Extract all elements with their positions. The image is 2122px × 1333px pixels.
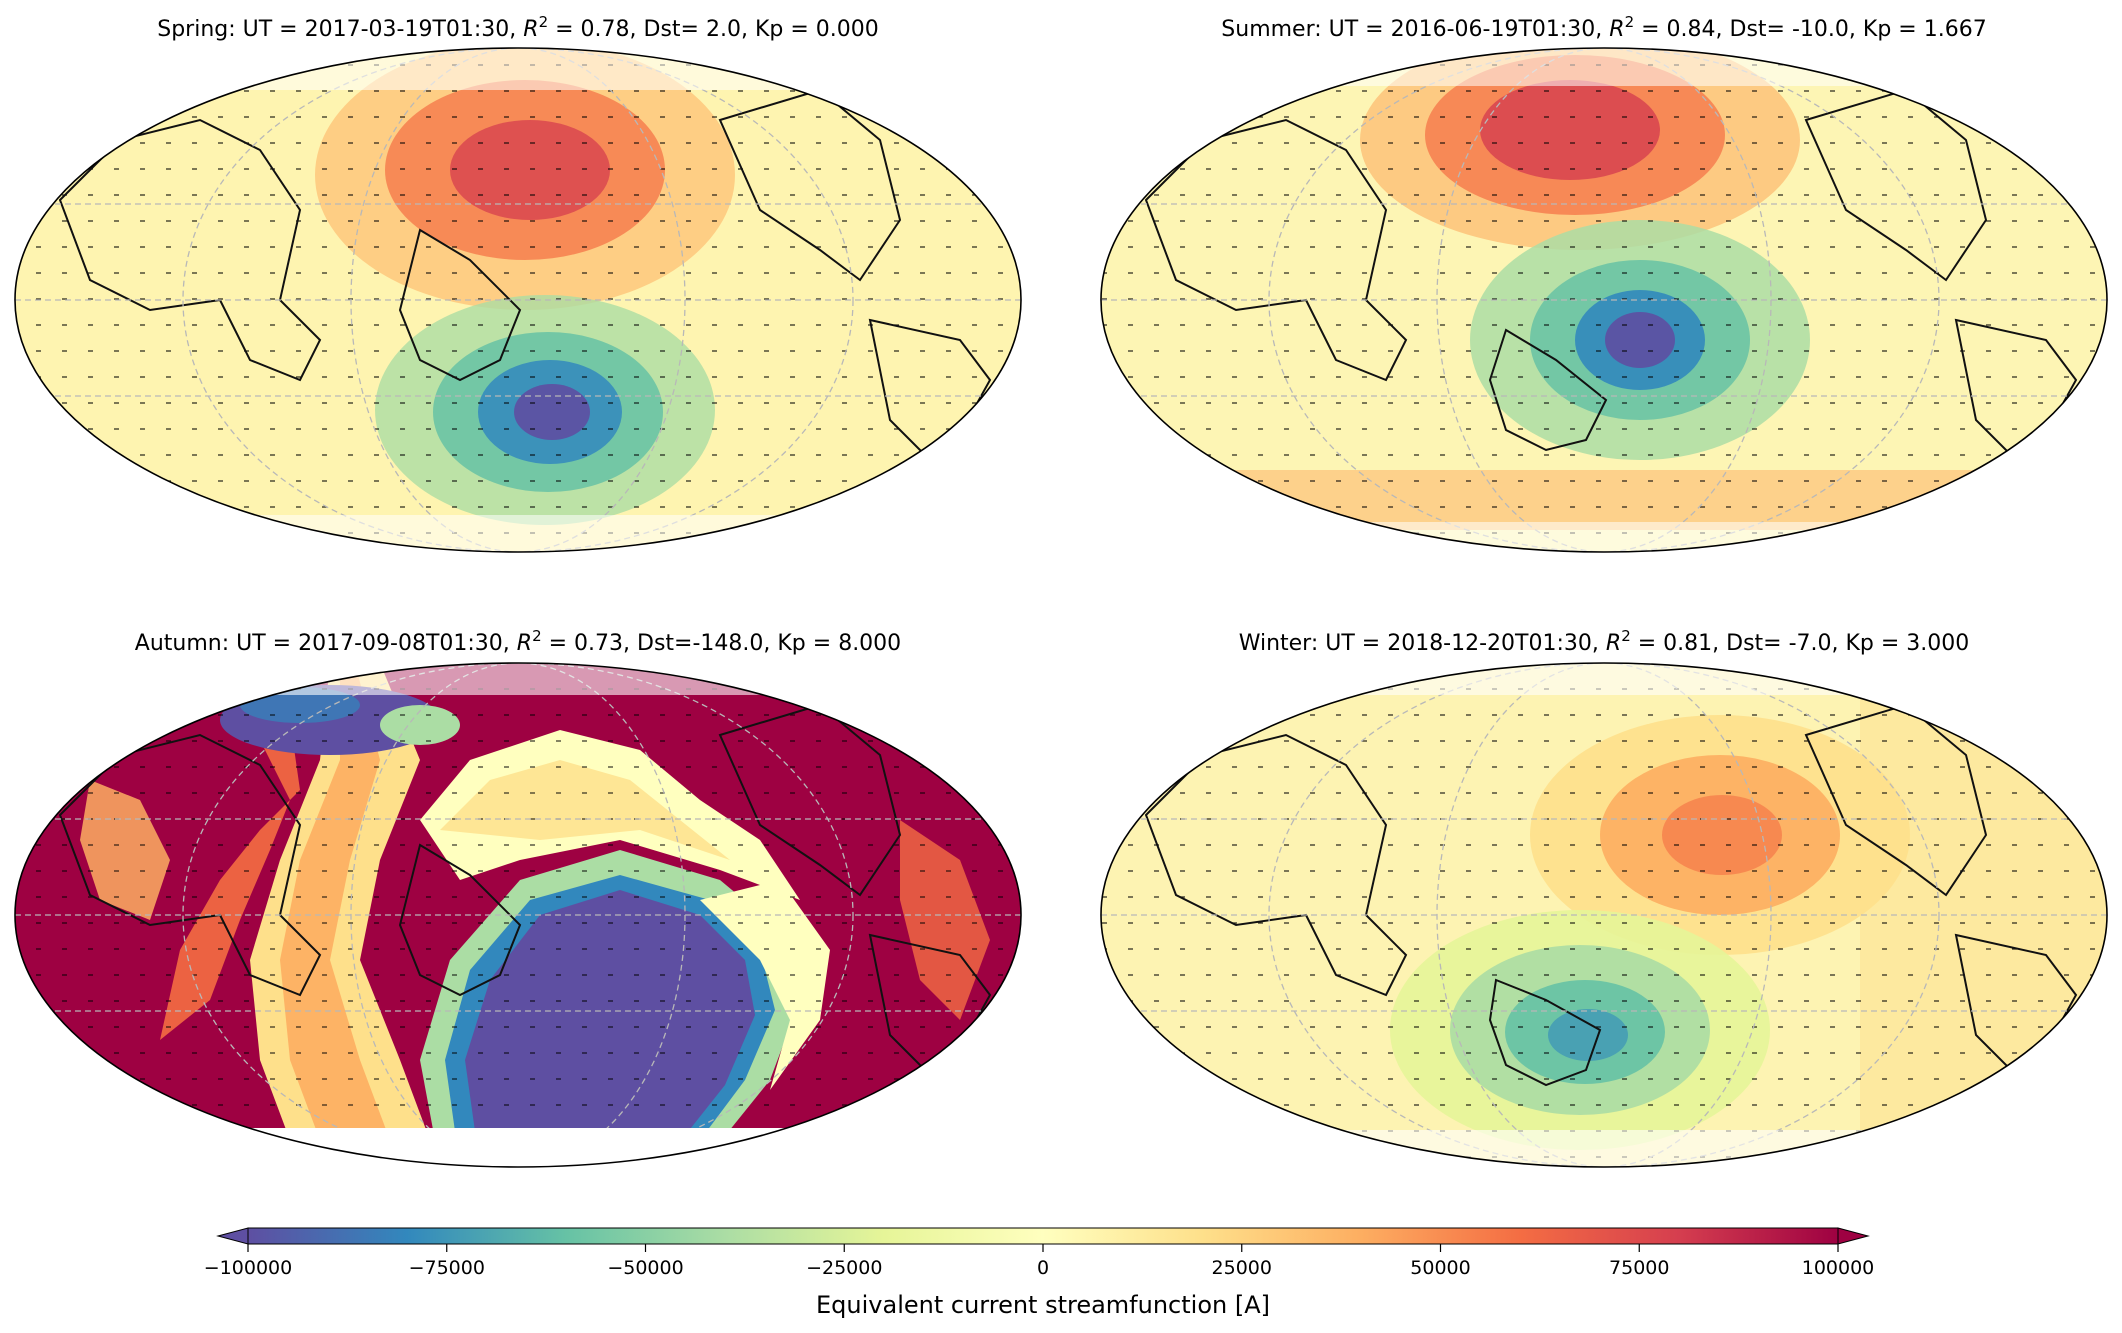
map-area-summer bbox=[1101, 48, 2107, 552]
colorbar-extend-low bbox=[216, 1227, 249, 1245]
map-area-autumn bbox=[15, 663, 1021, 1167]
colorbar: −100000 −75000 −50000 −25000 0 25000 50000 7500… bbox=[204, 1227, 1874, 1319]
colorbar-label: Equivalent current streamfunction [A] bbox=[816, 1291, 1270, 1319]
colorbar-tick-label: 50000 bbox=[1410, 1257, 1470, 1279]
colorbar-tick-label: −50000 bbox=[607, 1257, 683, 1279]
colorbar-tick-label: −100000 bbox=[204, 1257, 292, 1279]
panel-title-autumn: Autumn: UT = 2017-09-08T01:30, R2 = 0.73… bbox=[135, 627, 901, 656]
colorbar-gradient bbox=[247, 1227, 1839, 1245]
colorbar-ticks: −100000 −75000 −50000 −25000 0 25000 50000 7500… bbox=[204, 1244, 1874, 1279]
colorbar-extend-high bbox=[1837, 1227, 1870, 1245]
map-area-spring bbox=[15, 48, 1021, 552]
colorbar-tick-label: 0 bbox=[1037, 1257, 1049, 1279]
panel-title-winter: Winter: UT = 2018-12-20T01:30, R2 = 0.81… bbox=[1239, 627, 1970, 656]
colorbar-tick-label: −75000 bbox=[409, 1257, 485, 1279]
panel-autumn: Autumn: UT = 2017-09-08T01:30, R2 = 0.73… bbox=[14, 627, 1022, 1168]
panel-spring: Spring: UT = 2017-03-19T01:30, R2 = 0.78… bbox=[14, 13, 1022, 553]
colorbar-tick-label: 25000 bbox=[1212, 1257, 1272, 1279]
panel-title-summer: Summer: UT = 2016-06-19T01:30, R2 = 0.84… bbox=[1221, 13, 1986, 42]
panel-winter: Winter: UT = 2018-12-20T01:30, R2 = 0.81… bbox=[1100, 627, 2108, 1168]
colorbar-tick-label: 100000 bbox=[1802, 1257, 1875, 1279]
panel-title-spring: Spring: UT = 2017-03-19T01:30, R2 = 0.78… bbox=[157, 13, 879, 42]
colorbar-tick-label: −25000 bbox=[806, 1257, 882, 1279]
colorbar-tick-label: 75000 bbox=[1609, 1257, 1669, 1279]
panel-summer: Summer: UT = 2016-06-19T01:30, R2 = 0.84… bbox=[1100, 13, 2108, 553]
